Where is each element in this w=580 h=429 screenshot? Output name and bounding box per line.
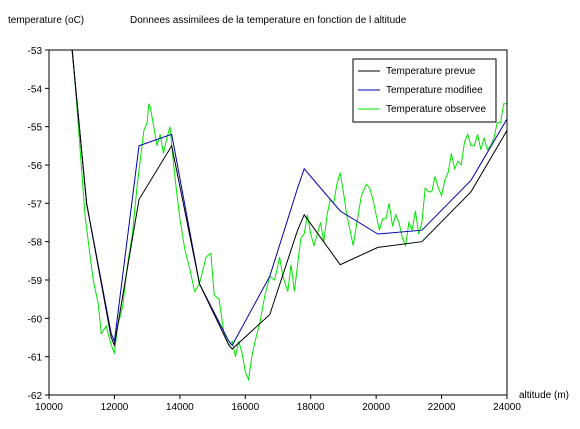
- legend-label-modifiee: Temperature modifiee: [386, 85, 483, 96]
- y-tick-label: -58: [28, 238, 43, 249]
- y-tick-label: -53: [28, 46, 43, 57]
- x-tick-label: 14000: [166, 402, 194, 413]
- x-tick-label: 20000: [362, 402, 390, 413]
- x-tick-label: 18000: [297, 402, 325, 413]
- plot-lines: [71, 50, 507, 382]
- series-line-prevue: [71, 50, 507, 350]
- y-axis-ticks: -53 -54 -55 -56 -57 -58 -59 -60 -61 -62: [28, 46, 49, 402]
- legend-label-prevue: Temperature prevue: [386, 66, 476, 77]
- x-axis-ticks: 10000 12000 14000 16000 18000 20000 22000 24000: [35, 395, 521, 413]
- legend-label-observee: Temperature observee: [386, 104, 486, 115]
- y-tick-label: -54: [28, 84, 43, 95]
- x-tick-label: 10000: [35, 402, 63, 413]
- legend: Temperature prevue Temperature modifiee …: [352, 58, 497, 123]
- series-line-modifiee: [71, 50, 507, 347]
- plot-frame: [48, 49, 508, 396]
- y-tick-label: -57: [28, 199, 43, 210]
- y-tick-label: -60: [28, 314, 43, 325]
- x-tick-label: 12000: [101, 402, 129, 413]
- y-axis-label: temperature (oC): [8, 15, 84, 26]
- y-tick-label: -56: [28, 161, 43, 172]
- y-tick-label: -55: [28, 123, 43, 134]
- y-tick-label: -62: [28, 391, 43, 402]
- chart-title: Donnees assimilees de la temperature en …: [130, 15, 407, 26]
- x-tick-label: 22000: [428, 402, 456, 413]
- x-tick-label: 24000: [493, 402, 521, 413]
- y-tick-label: -59: [28, 276, 43, 287]
- series-line-observee: [71, 50, 507, 382]
- x-tick-label: 16000: [231, 402, 259, 413]
- x-axis-label: altitude (m): [519, 390, 569, 401]
- y-tick-label: -61: [28, 353, 43, 364]
